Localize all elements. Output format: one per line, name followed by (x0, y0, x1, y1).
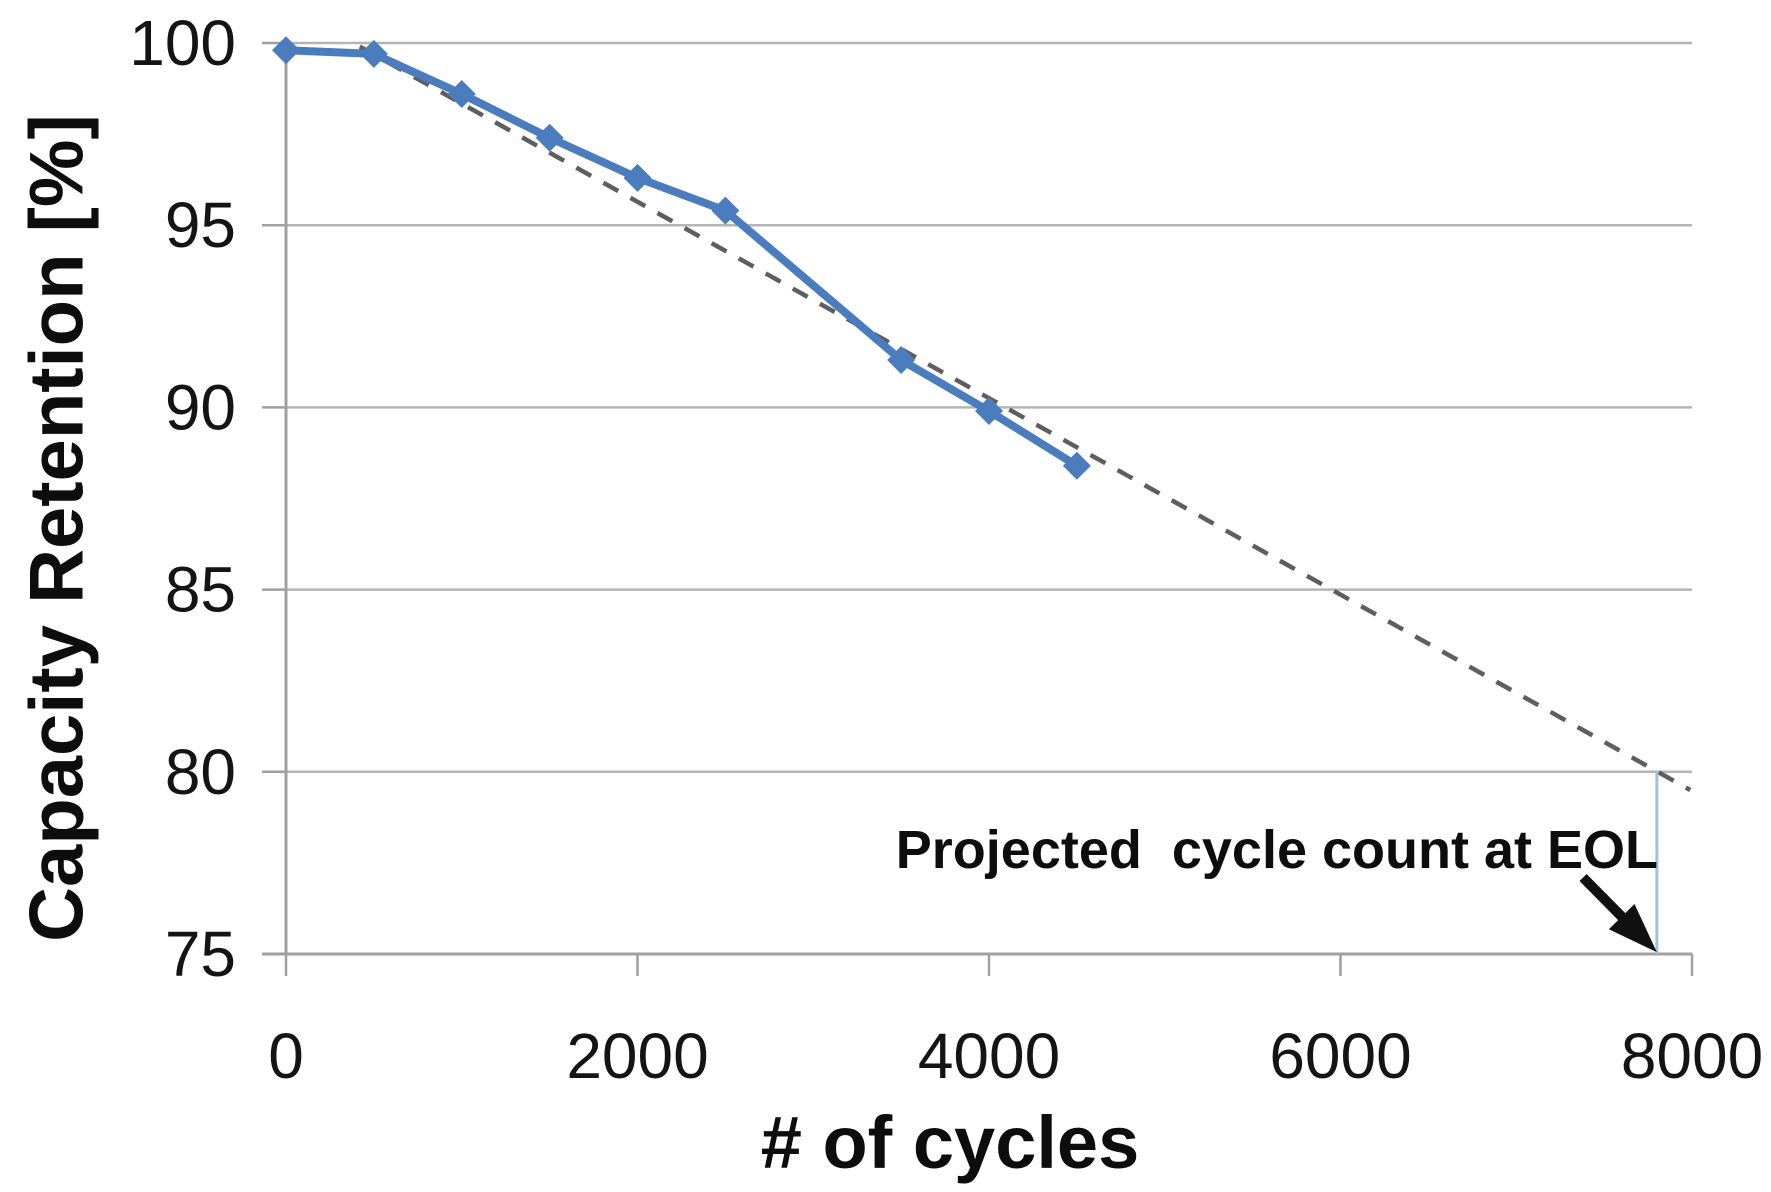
x-tick-label: 4000 (918, 1020, 1060, 1092)
y-tick-label: 85 (165, 554, 236, 626)
y-tick-label: 100 (129, 7, 236, 79)
data-point-marker (1062, 451, 1091, 480)
y-tick-label: 95 (165, 189, 236, 261)
y-tick-label: 90 (165, 371, 236, 443)
data-point-marker (535, 123, 564, 152)
data-point-marker (887, 346, 916, 375)
y-tick-label: 80 (165, 736, 236, 808)
annotation-arrowhead-icon (1608, 903, 1657, 953)
data-point-marker (447, 80, 476, 109)
x-tick-label: 8000 (1621, 1020, 1763, 1092)
capacity-retention-line (282, 46, 1081, 470)
data-point-marker (272, 36, 300, 65)
x-tick-label: 0 (268, 1020, 304, 1092)
data-point-marker (711, 196, 740, 225)
x-axis-title: # of cycles (760, 1101, 1140, 1184)
y-axis-title: Capacity Retention [%] (14, 114, 100, 942)
y-tick-label: 75 (165, 918, 236, 990)
eol-annotation-text: Projected cycle count at EOL (895, 820, 1658, 880)
data-point-marker (359, 39, 388, 68)
x-tick-label: 2000 (566, 1020, 708, 1092)
data-point-marker (623, 163, 652, 192)
trendline-dashed (358, 44, 1692, 792)
annotation-arrow-shaft (1579, 873, 1631, 926)
data-point-marker (975, 397, 1003, 426)
x-tick-label: 6000 (1269, 1020, 1411, 1092)
